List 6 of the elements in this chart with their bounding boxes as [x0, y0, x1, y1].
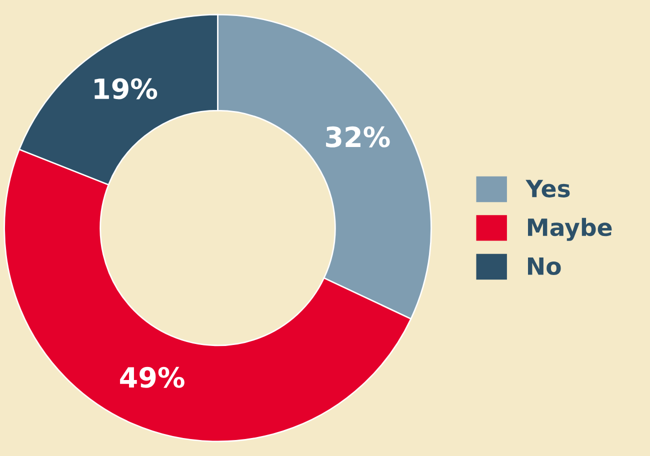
legend-label: No: [528, 257, 561, 276]
data-label: 32%: [326, 126, 390, 148]
data-label: 49%: [120, 366, 184, 388]
legend-label: Yes: [526, 180, 570, 198]
legend-label: Maybe: [528, 218, 612, 241]
data-label: 19%: [94, 78, 158, 100]
